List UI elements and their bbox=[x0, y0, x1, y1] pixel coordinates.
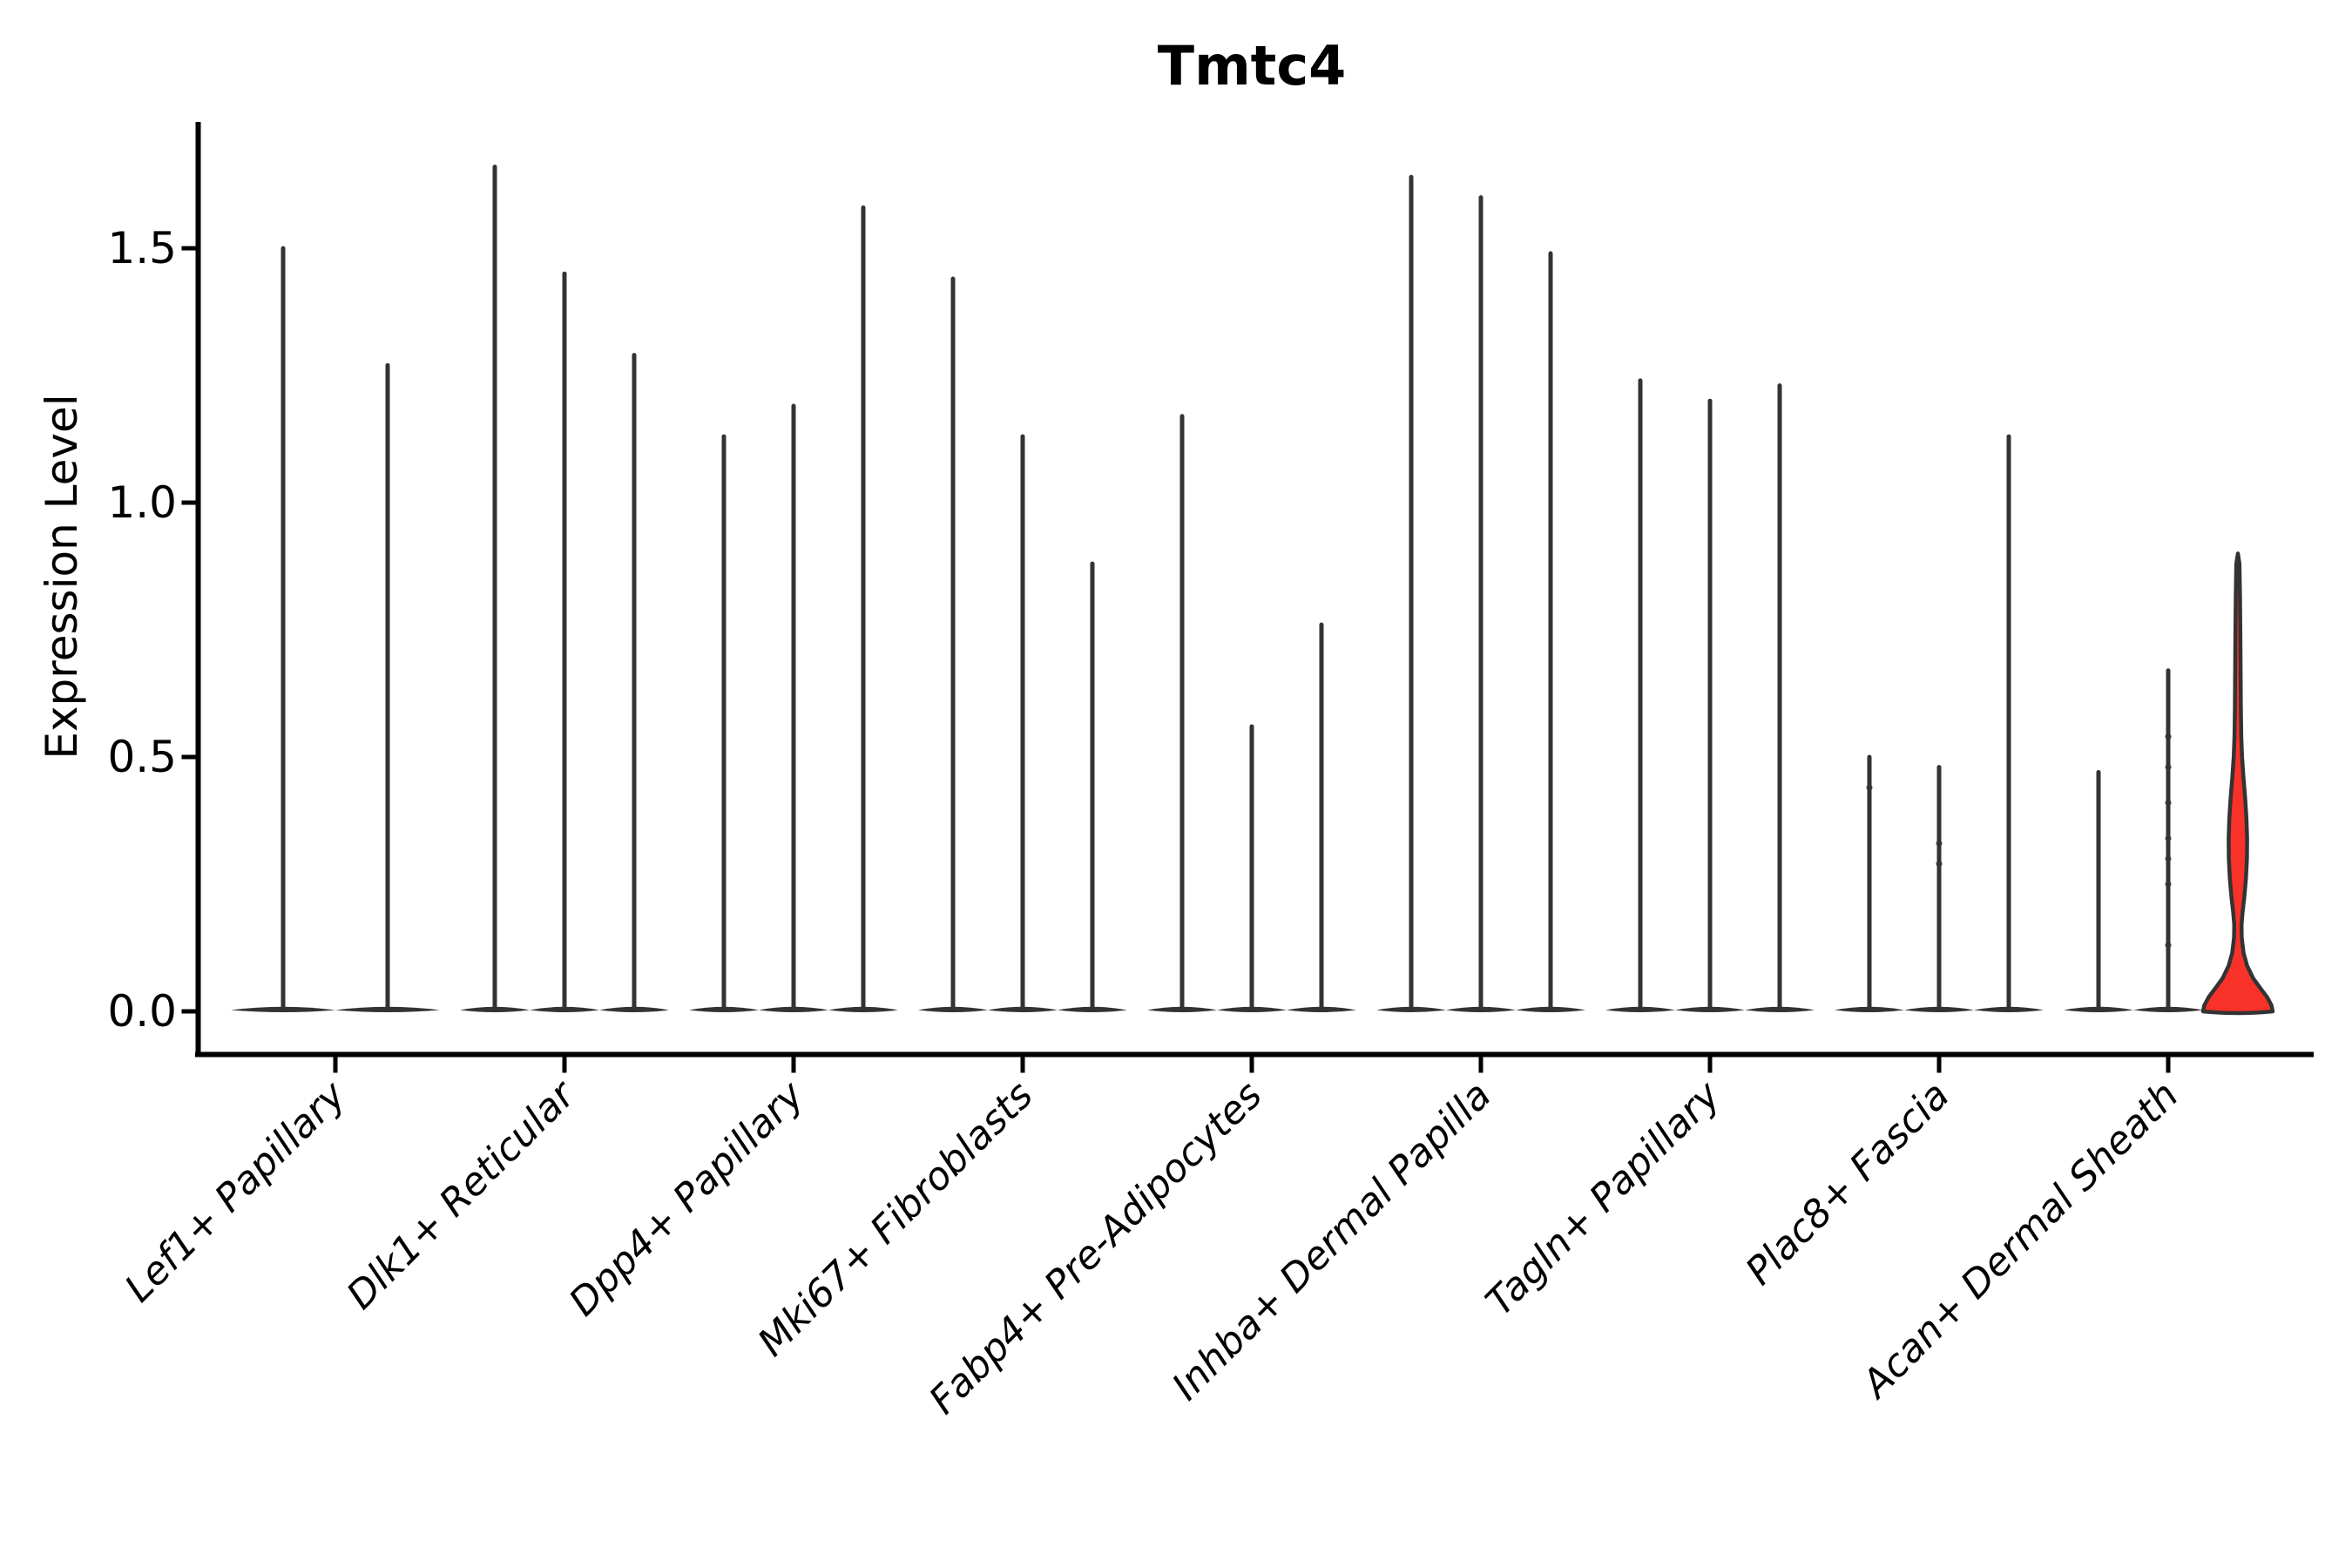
jitter-dot bbox=[2165, 855, 2172, 862]
violin-base bbox=[689, 1006, 759, 1012]
violin-base bbox=[759, 1006, 828, 1012]
violin-base bbox=[828, 1006, 898, 1012]
jitter-dot bbox=[1936, 861, 1943, 868]
violin-base bbox=[460, 1006, 530, 1012]
jitter-dot bbox=[2165, 881, 2172, 888]
chart-title: Tmtc4 bbox=[1158, 34, 1346, 98]
violin-base bbox=[1974, 1006, 2044, 1012]
violin-base bbox=[1217, 1006, 1287, 1012]
violin-base bbox=[1446, 1006, 1516, 1012]
jitter-dot bbox=[1936, 840, 1943, 847]
jitter-dot bbox=[2165, 835, 2172, 841]
violin-base bbox=[918, 1006, 988, 1012]
x-tick-label: Dpp4+ Papillary bbox=[561, 1072, 814, 1325]
x-tick-label: Lef1+ Papillary bbox=[117, 1072, 355, 1311]
x-tick-label: Dlk1+ Reticular bbox=[338, 1071, 585, 1318]
y-tick-label: 0.5 bbox=[107, 732, 177, 782]
violin-base bbox=[1287, 1006, 1356, 1012]
violin-base bbox=[1376, 1006, 1446, 1012]
violin-base bbox=[335, 1006, 440, 1012]
y-tick-label: 0.0 bbox=[107, 986, 177, 1037]
violin-base bbox=[1516, 1006, 1585, 1012]
violin-highlighted bbox=[2200, 551, 2275, 1016]
violin-base bbox=[1147, 1006, 1217, 1012]
jitter-dot bbox=[2165, 800, 2172, 807]
violin-base bbox=[1835, 1006, 1904, 1012]
jitter-dot bbox=[2165, 764, 2172, 771]
violin-base bbox=[2133, 1006, 2203, 1012]
x-tick-label: Tagln+ Papillary bbox=[1477, 1072, 1729, 1324]
y-tick-label: 1.0 bbox=[107, 477, 177, 528]
violin-base bbox=[1058, 1006, 1127, 1012]
violin-base bbox=[988, 1006, 1058, 1012]
violin-base bbox=[1904, 1006, 1974, 1012]
jitter-dot bbox=[2165, 733, 2172, 740]
jitter-dot bbox=[2165, 942, 2172, 949]
x-tick-label: Plac8+ Fascia bbox=[1737, 1073, 1957, 1294]
jitter-dot bbox=[1866, 784, 1873, 791]
y-tick-label: 1.5 bbox=[107, 223, 177, 274]
violin-base bbox=[231, 1006, 335, 1012]
violin-base bbox=[1605, 1006, 1675, 1012]
violin-base bbox=[1745, 1006, 1815, 1012]
violin-base bbox=[2064, 1006, 2133, 1012]
violin-base bbox=[599, 1006, 669, 1012]
y-axis-label: Expression Level bbox=[37, 394, 87, 759]
violin-base bbox=[530, 1006, 599, 1012]
violin-base bbox=[1675, 1006, 1745, 1012]
